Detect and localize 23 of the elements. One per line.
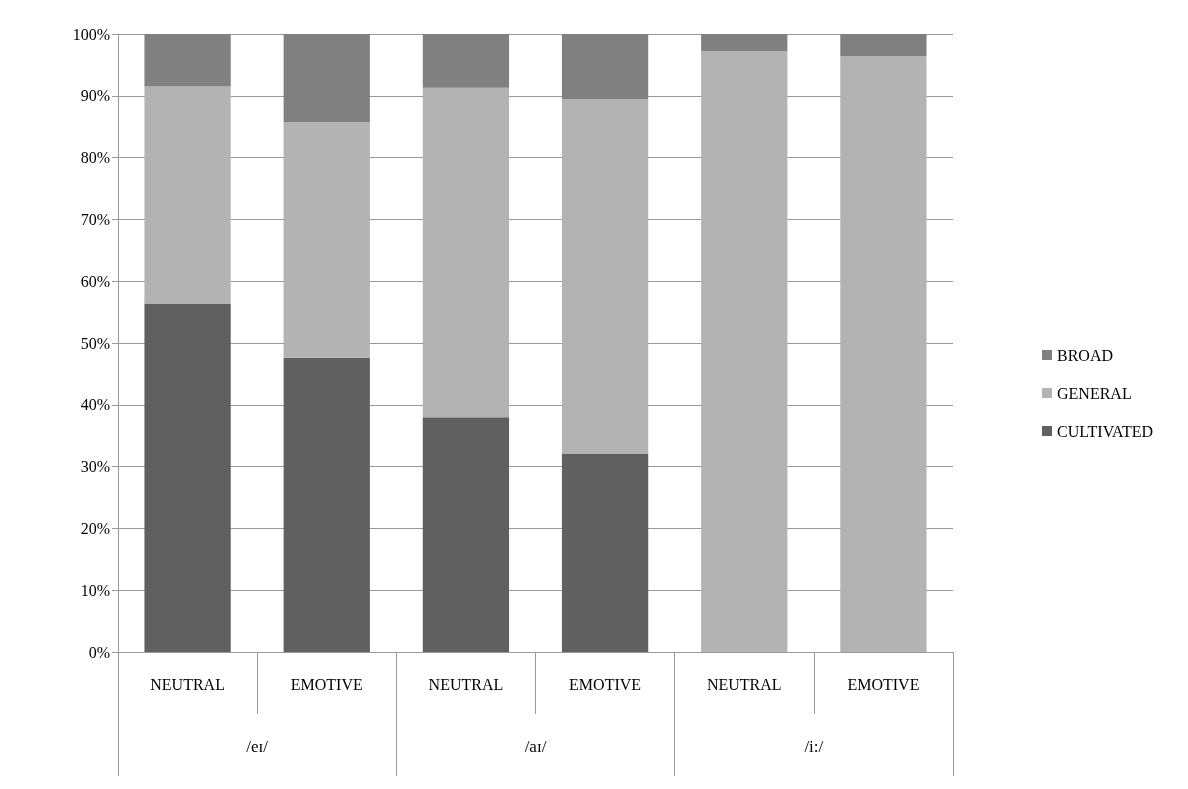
y-tick-label: 70% — [80, 210, 110, 228]
x-tick-label: EMOTIVE — [290, 675, 363, 693]
text: /eɪ/ — [246, 737, 269, 756]
y-tick-label: 10% — [80, 581, 110, 599]
y-tick-label: 40% — [80, 396, 110, 414]
text: /i:/ — [804, 737, 824, 756]
legend-label: GENERAL — [1056, 384, 1132, 402]
y-tick-label: 50% — [80, 334, 110, 352]
legend-label: CULTIVATED — [1056, 422, 1154, 440]
y-tick-label: 30% — [80, 458, 110, 476]
x-tick-label: EMOTIVE — [569, 675, 642, 693]
y-tick-label: 60% — [80, 272, 110, 290]
text: /aɪ/ — [524, 737, 547, 756]
x-tick-label: EMOTIVE — [847, 675, 920, 693]
legend-label: BROAD — [1056, 346, 1114, 364]
x-tick-label: NEUTRAL — [428, 675, 504, 693]
y-tick-label: 0% — [88, 643, 110, 661]
x-tick-label: NEUTRAL — [706, 675, 782, 693]
x-tick-label: NEUTRAL — [150, 675, 225, 693]
y-tick-label: 100% — [72, 25, 110, 43]
y-tick-label: 20% — [80, 519, 110, 537]
y-tick-label: 80% — [80, 149, 110, 167]
y-tick-label: 90% — [80, 87, 110, 105]
